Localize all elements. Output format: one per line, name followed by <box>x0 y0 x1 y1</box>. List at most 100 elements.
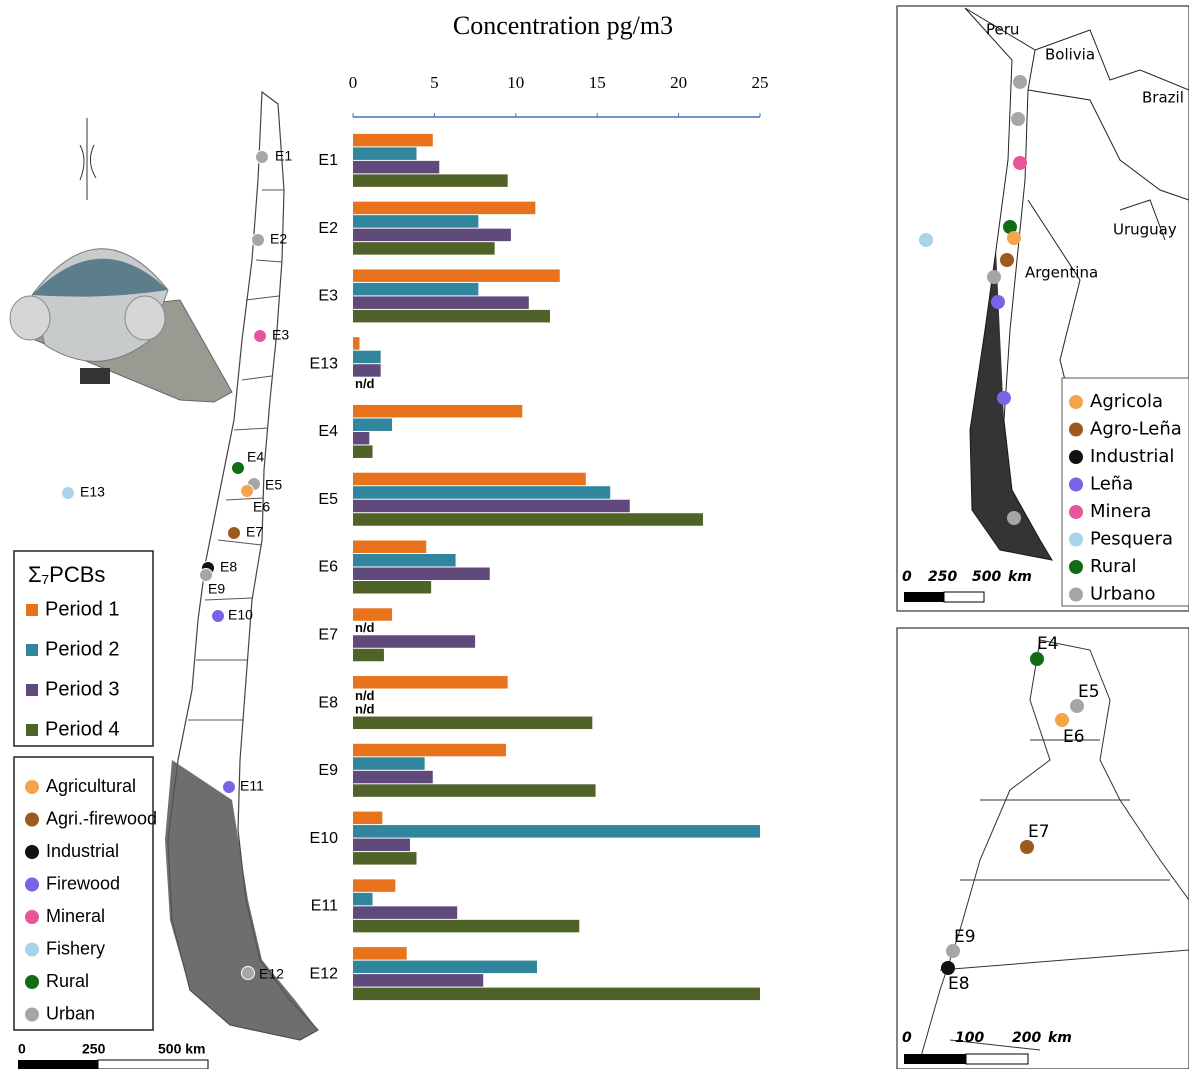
bar <box>353 269 560 282</box>
bar <box>353 852 416 865</box>
legend-label: Period 2 <box>45 638 120 660</box>
bar <box>353 229 511 242</box>
station-label: E8 <box>948 974 970 994</box>
value-label: n/d <box>355 376 375 391</box>
scale-label: 500 <box>972 569 1001 585</box>
bar <box>353 473 586 486</box>
legend-marker <box>25 878 39 892</box>
scale-label: 250 <box>928 569 957 585</box>
legend-marker <box>1069 533 1083 547</box>
bar <box>353 351 381 364</box>
legend-swatch <box>26 604 38 616</box>
bar <box>353 541 426 554</box>
x-tick-label: 25 <box>752 73 769 92</box>
bar <box>353 554 456 567</box>
bar <box>353 988 760 1001</box>
legend-label: Rural <box>1090 556 1137 577</box>
bar <box>353 432 369 445</box>
station-label: E7 <box>1028 822 1050 842</box>
scale-label: 0 <box>902 1030 912 1046</box>
legend-label: Industrial <box>46 841 119 861</box>
bar <box>353 242 495 255</box>
bar <box>353 500 630 513</box>
legend-marker <box>1069 505 1083 519</box>
legend-label: Pesquera <box>1090 529 1173 550</box>
legend-marker <box>1069 450 1083 464</box>
scale-label: km <box>1048 1030 1072 1046</box>
station-marker <box>232 462 245 475</box>
legend-label: Fishery <box>46 938 105 958</box>
bar <box>353 771 433 784</box>
station-label: E6 <box>1063 727 1085 747</box>
legend-label: Agricola <box>1090 391 1163 412</box>
bar <box>353 717 592 730</box>
right-bottom-map <box>897 628 1189 1069</box>
station-marker <box>242 967 255 980</box>
bar <box>353 784 596 797</box>
bar <box>353 920 579 933</box>
station-label: E9 <box>954 927 976 947</box>
legend-label: Leña <box>1090 474 1133 495</box>
y-tick-label: E6 <box>318 559 338 576</box>
station-marker <box>212 610 225 623</box>
sampler-photo <box>10 249 232 402</box>
y-tick-label: E7 <box>318 626 338 643</box>
legend-marker <box>25 910 39 924</box>
y-tick-label: E11 <box>311 898 338 915</box>
bar <box>353 568 490 581</box>
bar <box>353 486 610 499</box>
bar <box>353 147 416 160</box>
legend-label: Period 3 <box>45 678 120 700</box>
x-tick-label: 10 <box>507 73 524 92</box>
legend-label: Firewood <box>46 873 120 893</box>
scale-label: 0 <box>18 1041 26 1057</box>
bar <box>353 296 529 309</box>
station-marker <box>223 781 236 794</box>
legend-label: Period 4 <box>45 718 120 740</box>
chart-title: Concentration pg/m3 <box>453 11 673 40</box>
station-label: E4 <box>1037 634 1059 654</box>
scale-label: 500 km <box>158 1041 205 1057</box>
bar <box>353 608 392 621</box>
figure: Concentration pg/m3 0 250 500 km Σ₇PCBs <box>0 0 1189 1069</box>
bar <box>353 364 381 377</box>
legend-marker <box>1069 395 1083 409</box>
bar <box>353 961 537 974</box>
x-tick-label: 20 <box>670 73 687 92</box>
country-label: Uruguay <box>1113 221 1177 239</box>
legend-label: Urbano <box>1090 584 1155 605</box>
country-label: Brazil <box>1142 89 1184 107</box>
station-label: E1 <box>275 148 292 164</box>
station-label: E11 <box>240 778 264 794</box>
bar <box>353 879 395 892</box>
legend-label: Rural <box>46 971 89 991</box>
country-label: Bolivia <box>1045 46 1095 64</box>
bar <box>353 676 508 689</box>
x-tick-label: 15 <box>589 73 606 92</box>
legend-label: Urban <box>46 1003 95 1023</box>
bar <box>353 906 457 919</box>
y-tick-label: E9 <box>318 762 338 779</box>
station-label: E8 <box>220 559 237 575</box>
legend-label: Agricultural <box>46 776 136 796</box>
legend-swatch <box>26 684 38 696</box>
value-label: n/d <box>355 701 375 716</box>
bar <box>353 202 535 215</box>
scale-label: km <box>1008 569 1032 585</box>
station-label: E7 <box>246 524 263 540</box>
legend-marker <box>25 780 39 794</box>
station-marker <box>254 330 267 343</box>
country-label: Peru <box>986 21 1019 39</box>
station-label: E3 <box>272 327 289 343</box>
y-tick-label: E2 <box>318 220 338 237</box>
bar <box>353 825 760 838</box>
bar <box>353 445 373 458</box>
legend-label: Mineral <box>46 906 105 926</box>
north-arrow <box>80 118 96 200</box>
station-marker <box>1030 652 1044 666</box>
bar <box>353 134 433 147</box>
x-tick-label: 0 <box>349 73 358 92</box>
legend-marker <box>25 943 39 957</box>
legend-marker <box>1069 560 1083 574</box>
legend-marker <box>1069 588 1083 602</box>
